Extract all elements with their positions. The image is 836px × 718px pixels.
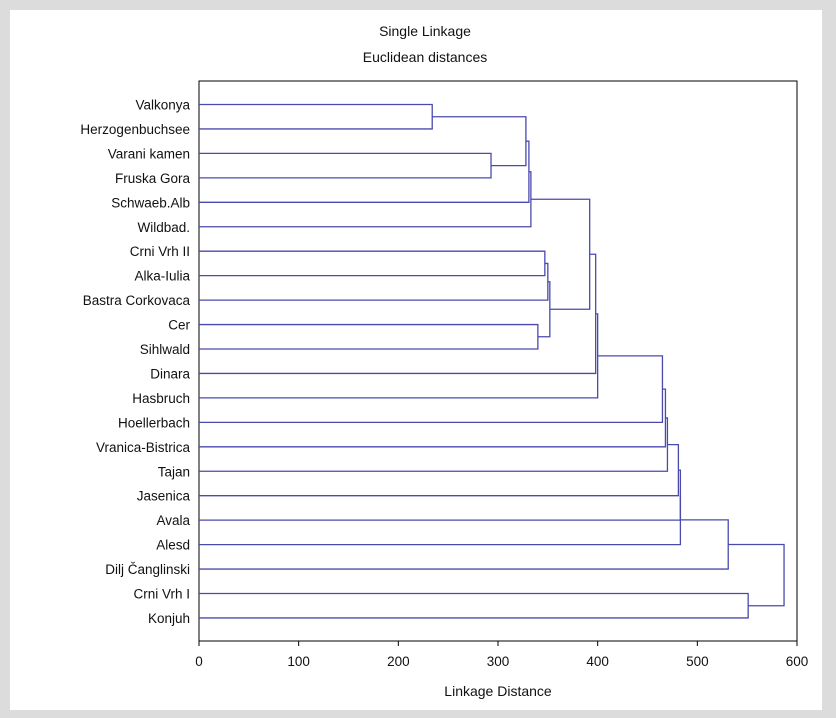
leaf-label: Bastra Corkovaca [83, 293, 191, 308]
x-tick-label: 300 [487, 654, 510, 669]
leaf-label: Dilj Čanglinski [105, 562, 190, 577]
x-tick-label: 0 [195, 654, 203, 669]
dendrogram-link [199, 443, 680, 497]
leaf-label: Konjuh [148, 611, 190, 626]
leaf-label: Avala [156, 513, 190, 528]
x-axis-ticks: 0 100 200 300 400 500 600 [195, 641, 808, 669]
x-tick-label: 400 [586, 654, 609, 669]
chart-title: Single Linkage [379, 23, 471, 39]
dendrogram-link [199, 171, 532, 228]
leaf-label: Hasbruch [132, 391, 190, 406]
leaf-label: Vranica-Bistrica [96, 440, 191, 455]
leaf-label: Hoellerbach [118, 415, 190, 430]
x-tick-label: 100 [287, 654, 310, 669]
dendrogram-link [199, 250, 546, 277]
dendrogram-link [199, 253, 597, 375]
leaf-label: Dinara [150, 366, 190, 381]
x-tick-label: 600 [786, 654, 809, 669]
dendrogram-link [199, 262, 549, 301]
dendrogram-link [199, 103, 433, 130]
dendrogram-link [199, 152, 492, 179]
dendrogram-link [199, 323, 539, 350]
leaf-label: Crni Vrh I [133, 587, 190, 602]
leaf-label: Varani kamen [108, 146, 190, 161]
chart-subtitle: Euclidean distances [363, 49, 488, 65]
x-axis-label: Linkage Distance [444, 683, 552, 699]
dendrogram-link [199, 495, 682, 546]
leaf-label: Herzogenbuchsee [80, 122, 190, 137]
x-tick-label: 200 [387, 654, 410, 669]
leaf-label: Alesd [156, 538, 190, 553]
x-tick-label: 500 [686, 654, 709, 669]
leaf-label: Jasenica [137, 489, 191, 504]
dendrogram-link [530, 198, 591, 310]
leaf-label: Valkonya [135, 98, 190, 113]
leaf-label: Cer [168, 318, 190, 333]
leaf-label: Alka-Iulia [134, 269, 190, 284]
dendrogram-link [199, 140, 530, 203]
leaf-label: Fruska Gora [115, 171, 191, 186]
leaf-label: Crni Vrh II [130, 244, 190, 259]
leaf-labels: Valkonya Herzogenbuchsee Varani kamen Frusk… [80, 98, 190, 626]
leaf-label: Tajan [158, 464, 190, 479]
dendrogram-links [199, 103, 785, 619]
leaf-label: Schwaeb.Alb [111, 195, 190, 210]
dendrogram-link [199, 417, 669, 472]
dendrogram-link [432, 116, 527, 167]
leaf-label: Sihlwald [140, 342, 190, 357]
dendrogram-link [199, 592, 749, 619]
leaf-label: Wildbad. [137, 220, 190, 235]
dendrogram-link [199, 355, 664, 423]
dendrogram-link [728, 543, 785, 607]
